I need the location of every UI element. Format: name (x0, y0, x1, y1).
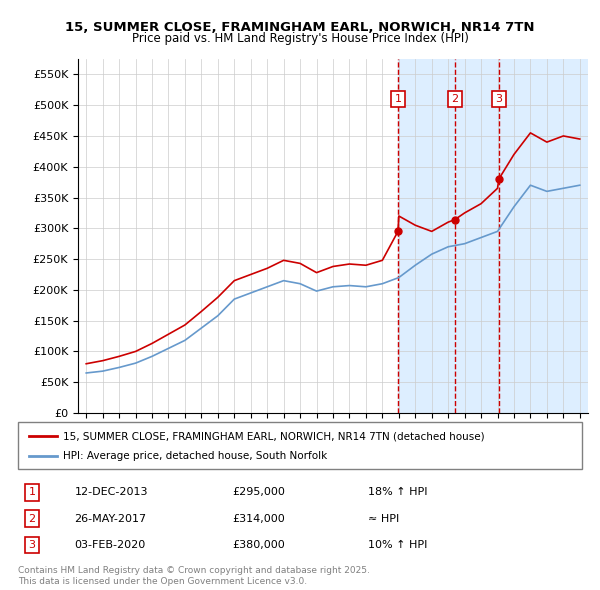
Text: Price paid vs. HM Land Registry's House Price Index (HPI): Price paid vs. HM Land Registry's House … (131, 32, 469, 45)
Text: £295,000: £295,000 (232, 487, 285, 497)
Text: 2: 2 (451, 94, 458, 104)
Text: 03-FEB-2020: 03-FEB-2020 (74, 540, 146, 550)
Text: 18% ↑ HPI: 18% ↑ HPI (368, 487, 427, 497)
Text: 15, SUMMER CLOSE, FRAMINGHAM EARL, NORWICH, NR14 7TN: 15, SUMMER CLOSE, FRAMINGHAM EARL, NORWI… (65, 21, 535, 34)
Text: HPI: Average price, detached house, South Norfolk: HPI: Average price, detached house, Sout… (63, 451, 328, 461)
Text: 12-DEC-2013: 12-DEC-2013 (74, 487, 148, 497)
Text: 3: 3 (496, 94, 502, 104)
Bar (398, 59, 588, 413)
Text: £314,000: £314,000 (232, 514, 285, 524)
Text: 26-MAY-2017: 26-MAY-2017 (74, 514, 146, 524)
Text: 1: 1 (394, 94, 401, 104)
FancyBboxPatch shape (18, 422, 582, 469)
Text: 2: 2 (29, 514, 35, 524)
Text: 10% ↑ HPI: 10% ↑ HPI (368, 540, 427, 550)
Text: £380,000: £380,000 (232, 540, 285, 550)
Text: 15, SUMMER CLOSE, FRAMINGHAM EARL, NORWICH, NR14 7TN (detached house): 15, SUMMER CLOSE, FRAMINGHAM EARL, NORWI… (63, 431, 485, 441)
Text: 1: 1 (29, 487, 35, 497)
Text: ≈ HPI: ≈ HPI (368, 514, 399, 524)
Text: 3: 3 (29, 540, 35, 550)
Text: Contains HM Land Registry data © Crown copyright and database right 2025.
This d: Contains HM Land Registry data © Crown c… (18, 566, 370, 586)
